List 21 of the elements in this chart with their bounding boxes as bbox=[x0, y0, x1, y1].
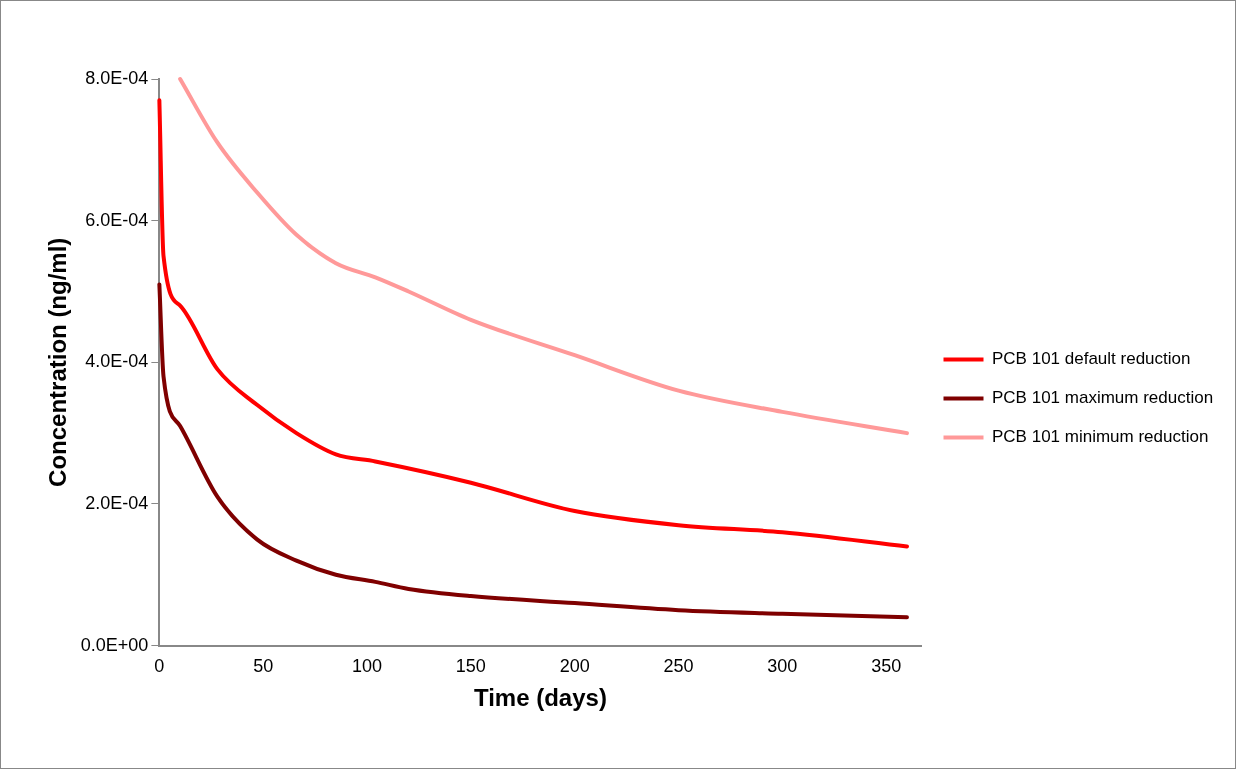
legend-label: PCB 101 minimum reduction bbox=[992, 427, 1209, 447]
x-tick-label: 250 bbox=[663, 656, 694, 677]
x-tick-label: 0 bbox=[154, 656, 165, 677]
x-tick-label: 300 bbox=[767, 656, 798, 677]
y-tick-label: 4.0E-04 bbox=[85, 351, 149, 372]
x-axis-title: Time (days) bbox=[473, 684, 607, 712]
x-tick-label: 50 bbox=[253, 656, 274, 677]
x-tick-label: 100 bbox=[352, 656, 383, 677]
x-tick-label: 150 bbox=[455, 656, 486, 677]
y-tick-label: 0.0E+00 bbox=[80, 634, 149, 655]
y-axis-title: Concentration (ng/ml) bbox=[44, 237, 72, 487]
y-tick-label: 2.0E-04 bbox=[85, 492, 149, 513]
line-series bbox=[178, 77, 909, 436]
legend-label: PCB 101 maximum reduction bbox=[992, 388, 1214, 408]
legend-label: PCB 101 default reduction bbox=[992, 349, 1191, 369]
x-tick-label: 200 bbox=[559, 656, 590, 677]
x-tick-label: 350 bbox=[871, 656, 902, 677]
line-series bbox=[157, 98, 909, 549]
line-series bbox=[157, 282, 909, 620]
y-tick-label: 8.0E-04 bbox=[85, 67, 149, 88]
y-tick-label: 6.0E-04 bbox=[85, 209, 149, 230]
